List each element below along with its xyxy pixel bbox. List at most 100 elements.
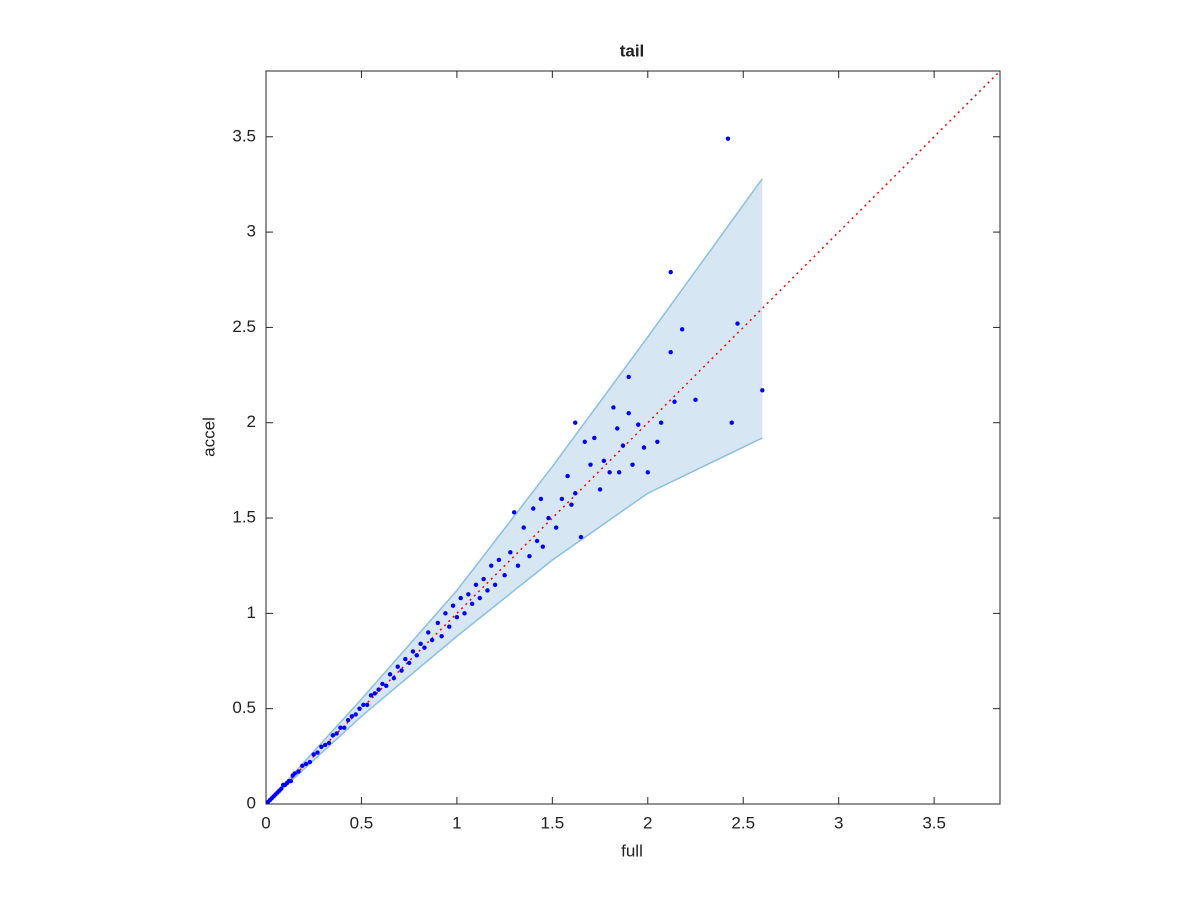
point: [615, 426, 620, 431]
y-tick-label: 2.5: [232, 317, 256, 336]
plot-frame: [265, 70, 1001, 805]
point: [418, 641, 423, 647]
x-axis-label: full: [621, 841, 643, 860]
point: [626, 410, 631, 416]
point: [345, 717, 351, 723]
point: [458, 595, 463, 601]
point: [288, 778, 294, 784]
point: [391, 675, 397, 681]
point: [322, 742, 328, 748]
point: [466, 592, 471, 597]
point: [630, 462, 635, 467]
point: [616, 470, 622, 475]
point: [693, 397, 698, 403]
point: [361, 702, 366, 708]
point: [636, 422, 641, 427]
point: [292, 771, 297, 776]
x-tick-label: 0: [261, 813, 270, 832]
point: [565, 473, 570, 479]
y-tick-label: 2: [247, 412, 256, 431]
point: [387, 672, 393, 677]
point: [319, 744, 324, 750]
point: [330, 733, 336, 738]
point: [435, 620, 441, 626]
point: [534, 538, 540, 544]
point: [573, 420, 578, 425]
point: [342, 725, 347, 730]
point: [515, 563, 521, 568]
point: [357, 706, 362, 711]
y-tick-label: 1.5: [232, 508, 256, 527]
point: [578, 534, 584, 540]
point: [473, 582, 479, 587]
band-edge: [265, 178, 763, 805]
point: [326, 740, 332, 746]
point: [655, 439, 660, 444]
point: [443, 611, 448, 616]
point: [531, 506, 536, 511]
point: [303, 761, 309, 767]
point: [410, 649, 416, 654]
x-tick-label: 2.5: [731, 813, 755, 832]
point: [521, 525, 526, 530]
y-tick-label: 0.5: [232, 698, 256, 717]
point: [338, 725, 343, 730]
point: [376, 687, 381, 692]
point: [597, 487, 603, 492]
x-tick-label: 3: [834, 813, 843, 832]
point: [760, 388, 765, 393]
point: [296, 769, 301, 774]
point: [668, 269, 673, 275]
point: [477, 595, 483, 601]
point: [447, 624, 452, 629]
point: [353, 712, 358, 717]
point: [553, 525, 559, 530]
point: [349, 714, 355, 719]
point: [546, 515, 551, 521]
point: [527, 553, 532, 559]
point: [508, 550, 513, 555]
point: [485, 588, 490, 593]
point: [620, 443, 626, 448]
point: [582, 439, 587, 444]
x-tick-label: 0.5: [350, 813, 374, 832]
point: [315, 750, 320, 755]
point: [607, 470, 612, 475]
y-axis-label: accel: [199, 417, 218, 457]
point: [422, 645, 427, 650]
point: [672, 399, 677, 404]
point: [372, 691, 378, 696]
point: [380, 681, 385, 687]
x-tick-label: 3.5: [922, 813, 946, 832]
point: [725, 136, 731, 141]
x-tick-label: 1.5: [541, 813, 565, 832]
point: [735, 321, 740, 326]
point: [601, 458, 607, 464]
point: [611, 405, 616, 410]
point: [403, 656, 408, 662]
point: [399, 668, 404, 673]
point: [300, 763, 305, 769]
point: [573, 491, 578, 496]
point: [668, 349, 673, 355]
band-fill: [266, 178, 763, 804]
point: [311, 752, 316, 757]
point: [658, 420, 664, 425]
point: [559, 496, 565, 502]
point: [626, 374, 631, 380]
point: [729, 420, 734, 425]
point: [588, 462, 593, 467]
band-edge: [265, 437, 763, 805]
point: [426, 630, 431, 635]
point: [454, 614, 460, 620]
point: [364, 702, 370, 708]
point: [439, 634, 444, 639]
point: [492, 582, 498, 587]
point: [462, 611, 467, 616]
point: [569, 502, 574, 507]
point: [679, 327, 685, 332]
point: [469, 601, 475, 607]
point: [511, 510, 517, 515]
point: [538, 496, 544, 502]
